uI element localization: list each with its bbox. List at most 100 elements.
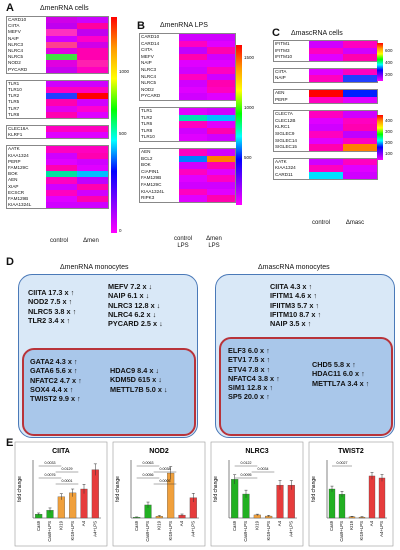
left-col1: CIITA 17.3 x ↑ NOD2 7.5 x ↑ NLRC5 3.8 x ↑ T… <box>28 288 76 325</box>
gene-entry: METTL7B 5.0 x ↓ <box>110 384 168 394</box>
right-inner-col2: CHD5 5.8 x ↑ HDAC11 6.0 x ↑ METTL7A 3.4 x … <box>312 360 369 388</box>
y-axis-label: fold change <box>17 476 23 502</box>
p-value-label: 0.0056 <box>143 473 154 477</box>
heatmap-a: CARD10 CIITA MEFV NAIP NLRC3 NLRC4 NLRC5 NOD2 PY… <box>6 16 109 251</box>
gene-entry: PYCARD 2.5 x ↓ <box>108 319 163 329</box>
heatmap-row: SIGLEC9 <box>274 130 377 138</box>
heatmap-row-label: FAM129B <box>7 195 46 203</box>
heatmap-row-label: KLRF1 <box>7 132 46 139</box>
col-label-dmen: Δmen <box>83 238 99 244</box>
gene-entry: CIITA 4.3 x ↑ <box>270 282 313 291</box>
heatmap-cell <box>46 47 77 55</box>
heatmap-group: AEN BCL2 BOK CIAPIN1 FAM129B FAM129C KIAA1324L… <box>139 148 236 203</box>
heatmap-row: TLR8 <box>7 111 108 118</box>
heatmap-cell <box>309 47 343 55</box>
gene-entry: NLRC4 6.2 x ↓ <box>108 309 157 319</box>
x-tick-label: KI19+LPS <box>168 521 173 541</box>
gene-entry: IFIITM3 5.7 x ↑ <box>270 300 320 310</box>
x-tick-label: Cas9 <box>36 520 41 531</box>
heatmap-row: MEFV <box>7 29 108 36</box>
col-label-control-c: control <box>311 220 330 226</box>
heatmap-row: PYCARD <box>7 66 108 73</box>
heatmap-cell <box>77 41 108 48</box>
heatmap-row: KIAA1324 <box>7 152 108 159</box>
heatmap-cell <box>77 47 108 55</box>
bar <box>231 479 239 519</box>
heatmap-row-label: NAIP <box>7 35 46 42</box>
heatmap-row-label: FAM129C <box>7 164 46 172</box>
heatmap-row-label: NOD2 <box>7 60 46 67</box>
x-tick-label: Cas9+LPS <box>145 521 150 542</box>
heatmap-cell <box>77 132 108 139</box>
heatmap-row-label: TLR6 <box>140 121 179 128</box>
heatmap-row-label: KIAA1324L <box>7 202 46 209</box>
heatmap-cell <box>77 99 108 106</box>
heatmap-row-label: TLR10 <box>7 86 46 94</box>
heatmap-row: SIGLEC14 <box>274 137 377 145</box>
heatmap-cell <box>207 66 235 74</box>
bar <box>378 477 386 519</box>
x-tick-label: A4+LPS <box>379 521 384 537</box>
heatmap-row-label: KIAA1324L <box>140 188 179 196</box>
x-tick-label: KI19 <box>58 520 63 529</box>
heatmap-row-label: AATK <box>274 158 309 166</box>
gene-entry: NFATC2 4.7 x ↑ <box>30 375 82 385</box>
heatmap-cell <box>207 195 235 202</box>
heatmap-row-label: FAM129B <box>140 175 179 182</box>
heatmap-cell <box>179 93 207 100</box>
heatmap-cell <box>309 158 343 166</box>
heatmap-cell <box>179 162 207 169</box>
heatmap-cell <box>46 132 77 139</box>
gene-entry: HDAC11 6.0 x ↑ <box>312 369 365 379</box>
heatmap-cell <box>46 105 77 112</box>
heatmap-row-label: TLR1 <box>140 108 179 115</box>
heatmap-cell <box>309 41 343 48</box>
heatmap-row-label: CARD14 <box>140 40 179 48</box>
panel-e-letter: E <box>6 437 14 449</box>
chart-frame <box>112 441 206 547</box>
heatmap-group: CLEC7A CLEC12B KLRC1 SIGLEC9 SIGLEC14 SIGLEC1… <box>273 110 378 152</box>
heatmap-row-label: AATK <box>7 146 46 153</box>
heatmap-row-label: SIGLEC9 <box>274 130 309 138</box>
heatmap-cell <box>309 111 343 118</box>
heatmap-cell <box>77 183 108 190</box>
heatmap-cell <box>77 54 108 61</box>
heatmap-cell <box>309 144 343 151</box>
p-value-label: 0.0034 <box>258 467 269 471</box>
heatmap-row-label: TLR5 <box>7 99 46 106</box>
heatmap-row-label: CARD11 <box>274 171 309 179</box>
heatmap-row-label: CIAPIN1 <box>140 168 179 176</box>
heatmap-row: SIGLEC15 <box>274 144 377 151</box>
col-label-control-lps: control LPS <box>173 236 192 249</box>
heatmap-cell <box>207 168 235 176</box>
heatmap-group: CIITA NAIP <box>273 67 378 83</box>
heatmap-cell <box>46 93 77 100</box>
heatmap-c: IFITM1 IFITM3 IFITM10 CIITA NAIP AEN PERP CLEC7… <box>273 40 379 215</box>
heatmap-cell <box>77 105 108 112</box>
heatmap-row: PERP <box>274 96 377 104</box>
heatmap-row-label: XIAP <box>7 183 46 190</box>
heatmap-row: NLRC4 <box>7 47 108 55</box>
heatmap-row: PYCARD <box>140 93 235 100</box>
gene-entry: HDAC9 8.4 x ↓ <box>110 366 160 375</box>
heatmap-row: TLR8 <box>140 127 235 135</box>
bar <box>287 484 295 519</box>
chart-frame <box>210 441 304 547</box>
heatmap-row: TLR10 <box>7 86 108 94</box>
heatmap-cell <box>309 137 343 145</box>
heatmap-row: CLEC7A <box>274 111 377 118</box>
heatmap-row: TLR1 <box>140 108 235 115</box>
heatmap-row-label: PYCARD <box>140 93 179 100</box>
heatmap-row-label: NOD2 <box>140 86 179 94</box>
bar <box>338 494 346 519</box>
panel-b-letter: B <box>137 20 145 32</box>
heatmap-cell <box>309 171 343 179</box>
x-tick-label: A4 <box>179 520 184 526</box>
heatmap-row: NLRC5 <box>7 54 108 61</box>
heatmap-row-label: RIPK3 <box>140 195 179 202</box>
p-value-label: 0.0063 <box>143 461 154 465</box>
heatmap-cell <box>309 90 343 97</box>
heatmap-row: AEN <box>7 177 108 184</box>
heatmap-cell <box>46 189 77 196</box>
heatmap-row: NLRC3 <box>7 41 108 48</box>
